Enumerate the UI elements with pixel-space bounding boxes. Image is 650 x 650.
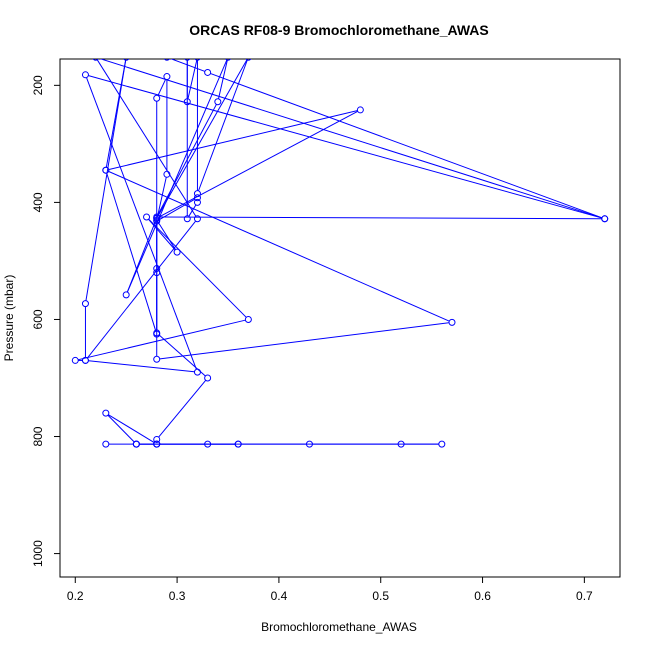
data-point [71, 356, 79, 364]
y-tick-label: 800 [31, 426, 45, 446]
data-point [163, 73, 171, 81]
data-point [194, 59, 201, 61]
plot-area [71, 59, 609, 448]
data-point [183, 215, 191, 223]
series-line-segment [108, 171, 450, 322]
data-point [204, 440, 212, 448]
series-line-segment [156, 177, 167, 217]
data-point [153, 94, 161, 102]
y-tick-label: 1000 [31, 540, 45, 567]
axes: 0.2 0.3 0.4 0.5 0.6 0.7 200 400 600 800 1000 [31, 58, 621, 603]
series-line-segment [157, 104, 217, 215]
series-line-segment [148, 218, 247, 318]
series-line-segment [159, 216, 602, 220]
data-point [305, 440, 313, 448]
data-point [173, 248, 181, 256]
series-line-segment [108, 110, 358, 170]
data-point [102, 409, 110, 417]
series-line-segment [148, 219, 176, 251]
data-point [153, 213, 161, 221]
data-point [448, 318, 456, 326]
data-point [204, 374, 212, 382]
data-point [214, 98, 222, 106]
data-point [204, 68, 212, 76]
series-line-segment [108, 414, 155, 443]
data-point [224, 59, 232, 61]
data-point [122, 291, 130, 299]
data-point [163, 170, 171, 178]
data-point [193, 190, 201, 198]
data-point [153, 355, 161, 363]
data-point [81, 300, 89, 308]
series-line-segment [198, 60, 248, 191]
data-point [153, 216, 161, 224]
chart-title: ORCAS RF08-9 Bromochloromethane_AWAS [189, 22, 489, 38]
data-point [438, 440, 446, 448]
data-point [143, 213, 151, 221]
data-point [193, 215, 201, 223]
series-line-segment [187, 60, 198, 99]
data-point [153, 435, 161, 443]
data-point [123, 59, 130, 61]
x-tick-label: 0.6 [474, 589, 491, 603]
data-point [153, 265, 161, 273]
series-line-segment [158, 222, 176, 250]
series-line-segment [158, 380, 206, 438]
data-point [153, 330, 161, 338]
series-0 [71, 59, 609, 448]
data-point [132, 440, 140, 448]
series-line-segment [159, 198, 195, 220]
series-line-segment [218, 60, 228, 99]
series-line-segment [87, 220, 196, 359]
series-line-segment [96, 59, 197, 217]
series-line-segment [86, 77, 197, 370]
data-point [153, 269, 161, 277]
data-point [183, 98, 191, 106]
data-point [163, 59, 170, 61]
y-tick-label: 400 [31, 192, 45, 212]
data-point [601, 215, 609, 223]
x-tick-label: 0.5 [372, 589, 389, 603]
x-axis-label: Bromochloromethane_AWAS [261, 620, 417, 634]
series-line-segment [157, 59, 248, 216]
series-line-segment [159, 110, 358, 218]
data-point [102, 166, 110, 174]
data-point [184, 59, 191, 61]
data-point [92, 59, 99, 61]
series-line-segment [106, 173, 157, 332]
y-tick-label: 200 [31, 75, 45, 95]
series-line-segment [99, 59, 602, 219]
x-tick-label: 0.3 [169, 589, 186, 603]
data-point [193, 194, 201, 202]
series-line-segment [159, 322, 449, 360]
data-point [153, 440, 161, 448]
x-tick-label: 0.2 [67, 589, 84, 603]
series-line-segment [126, 59, 228, 293]
series-line-segment [88, 75, 602, 219]
x-tick-label: 0.4 [271, 589, 288, 603]
series-line-segment [78, 319, 246, 361]
series-line-segment [210, 73, 602, 219]
data-point [102, 440, 110, 448]
data-point [193, 198, 201, 206]
data-point [244, 315, 252, 323]
series-line-segment [85, 60, 127, 301]
x-tick-label: 0.7 [576, 589, 593, 603]
series-line-segment [157, 79, 167, 96]
data-point [397, 440, 405, 448]
data-point [245, 59, 252, 61]
data-point [234, 440, 242, 448]
y-tick-label: 600 [31, 309, 45, 329]
plot-frame [59, 58, 621, 578]
data-point [81, 356, 89, 364]
data-point [356, 106, 364, 114]
series-line-segment [170, 59, 205, 72]
series-line-segment [88, 360, 195, 373]
y-axis-label: Pressure (mbar) [2, 275, 16, 362]
series-line-segment [107, 415, 135, 443]
data-point [193, 368, 201, 376]
data-point [81, 71, 89, 79]
